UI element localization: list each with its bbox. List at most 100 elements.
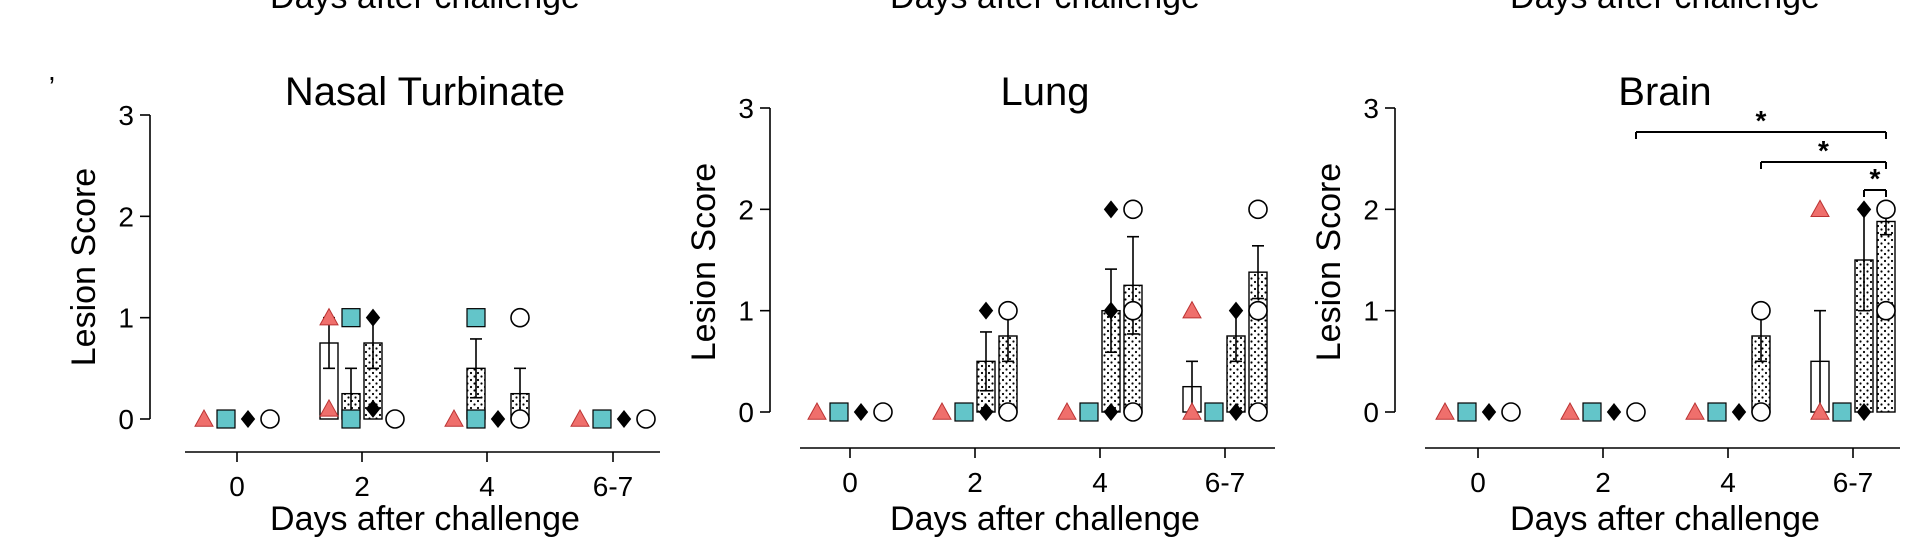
- data-point-diamond: [1856, 200, 1872, 219]
- data-point-diamond: [490, 410, 506, 428]
- data-point-diamond: [1228, 403, 1244, 421]
- significance-label: *: [1818, 135, 1829, 166]
- x-tick-label: 0: [842, 467, 858, 498]
- data-point-diamond: [240, 410, 256, 428]
- data-point-circle: [1501, 402, 1521, 422]
- data-point-circle: [1123, 300, 1143, 321]
- data-point-square: [829, 402, 849, 422]
- data-point-diamond: [1103, 403, 1119, 421]
- panel-nasal-turbinate: Nasal Turbinate Lesion Score 0 1 2 3 0 2 4 6-7 Day…: [65, 70, 660, 538]
- data-point-diamond: [853, 403, 869, 421]
- data-point-square: [216, 409, 236, 429]
- data-point-square: [1832, 402, 1852, 422]
- data-point-square: [341, 409, 361, 429]
- x-axis-label: Days after challenge: [890, 500, 1200, 538]
- data-point-triangle: [1057, 401, 1077, 420]
- x-axis-label: Days after challenge: [1510, 500, 1820, 538]
- data-point-diamond: [1731, 403, 1747, 421]
- data-point-triangle: [1435, 401, 1455, 420]
- data-point-circle: [1876, 199, 1896, 220]
- x-tick-label: 2: [1595, 467, 1611, 498]
- y-tick-label: 3: [1363, 93, 1379, 124]
- data-point-circle: [1123, 199, 1143, 220]
- y-tick-label: 3: [738, 93, 754, 124]
- data-point-circle: [1876, 300, 1896, 321]
- x-tick-label: 2: [967, 467, 983, 498]
- data-point-circle: [1751, 402, 1771, 422]
- stray-mark: ,: [48, 55, 56, 86]
- data-point-diamond: [1481, 403, 1497, 421]
- y-tick-label: 0: [1363, 397, 1379, 428]
- x-tick-label: 2: [354, 471, 370, 502]
- data-point-triangle: [1810, 199, 1830, 218]
- chart-title: Brain: [1618, 70, 1711, 114]
- data-point-circle: [1248, 300, 1268, 321]
- y-axis-label: Lesion Score: [1310, 163, 1348, 361]
- y-tick-label: 2: [118, 201, 134, 232]
- y-tick-label: 0: [118, 404, 134, 435]
- x-tick-label: 4: [1720, 467, 1736, 498]
- significance-label: *: [1870, 163, 1881, 194]
- data-point-circle: [998, 300, 1018, 321]
- data-point-diamond: [1103, 200, 1119, 219]
- data-point-circle: [510, 409, 530, 429]
- data-point-square: [1457, 402, 1477, 422]
- data-point-diamond: [365, 399, 381, 418]
- y-axis-label: Lesion Score: [685, 163, 723, 361]
- data-point-triangle: [444, 408, 464, 427]
- data-point-diamond: [1856, 403, 1872, 421]
- data-point-diamond: [1606, 403, 1622, 421]
- data-point-circle: [1248, 402, 1268, 422]
- y-tick-label: 3: [118, 100, 134, 131]
- panel-brain: Brain Lesion Score 0 1 2 3 0 2 4 6-7 Days after ch…: [1310, 70, 1900, 538]
- significance-label: *: [1756, 105, 1767, 136]
- y-tick-label: 1: [118, 303, 134, 334]
- data-point-triangle: [1182, 300, 1202, 319]
- data-point-circle: [260, 409, 280, 429]
- x-tick-label: 0: [229, 471, 245, 502]
- data-point-triangle: [1182, 401, 1202, 420]
- data-point-triangle: [1560, 401, 1580, 420]
- data-point-triangle: [807, 401, 827, 420]
- chart-title: Nasal Turbinate: [285, 70, 565, 114]
- data-point-circle: [1248, 199, 1268, 220]
- data-point-square: [1204, 402, 1224, 422]
- data-point-diamond: [616, 410, 632, 428]
- y-tick-label: 2: [1363, 194, 1379, 225]
- data-point-diamond: [1228, 301, 1244, 320]
- data-point-triangle: [319, 307, 339, 326]
- data-point-square: [592, 409, 612, 429]
- x-axis-label: Days after challenge: [270, 500, 580, 538]
- data-point-circle: [636, 409, 656, 429]
- data-point-circle: [385, 409, 405, 429]
- chart-title: Lung: [1001, 70, 1090, 114]
- x-tick-label: 0: [1470, 467, 1486, 498]
- data-point-diamond: [365, 308, 381, 327]
- cropped-x-axis-label: Days after challenge: [270, 0, 580, 16]
- data-point-diamond: [978, 301, 994, 320]
- cropped-x-axis-label: Days after challenge: [1510, 0, 1820, 16]
- data-point-circle: [873, 402, 893, 422]
- x-tick-label: 4: [479, 471, 495, 502]
- y-axis-label: Lesion Score: [65, 168, 103, 366]
- data-point-triangle: [1685, 401, 1705, 420]
- data-point-circle: [1751, 300, 1771, 321]
- data-point-circle: [510, 307, 530, 328]
- data-point-square: [466, 409, 486, 429]
- data-point-square: [341, 308, 361, 328]
- x-tick-label: 6-7: [593, 471, 633, 502]
- data-point-square: [954, 402, 974, 422]
- y-tick-label: 1: [1363, 296, 1379, 327]
- y-tick-label: 2: [738, 194, 754, 225]
- data-point-square: [466, 308, 486, 328]
- y-tick-label: 0: [738, 397, 754, 428]
- data-point-triangle: [1810, 401, 1830, 420]
- data-point-triangle: [932, 401, 952, 420]
- data-point-diamond: [1103, 301, 1119, 320]
- data-point-circle: [998, 402, 1018, 422]
- x-tick-label: 6-7: [1833, 467, 1873, 498]
- data-point-square: [1582, 402, 1602, 422]
- data-point-diamond: [978, 403, 994, 421]
